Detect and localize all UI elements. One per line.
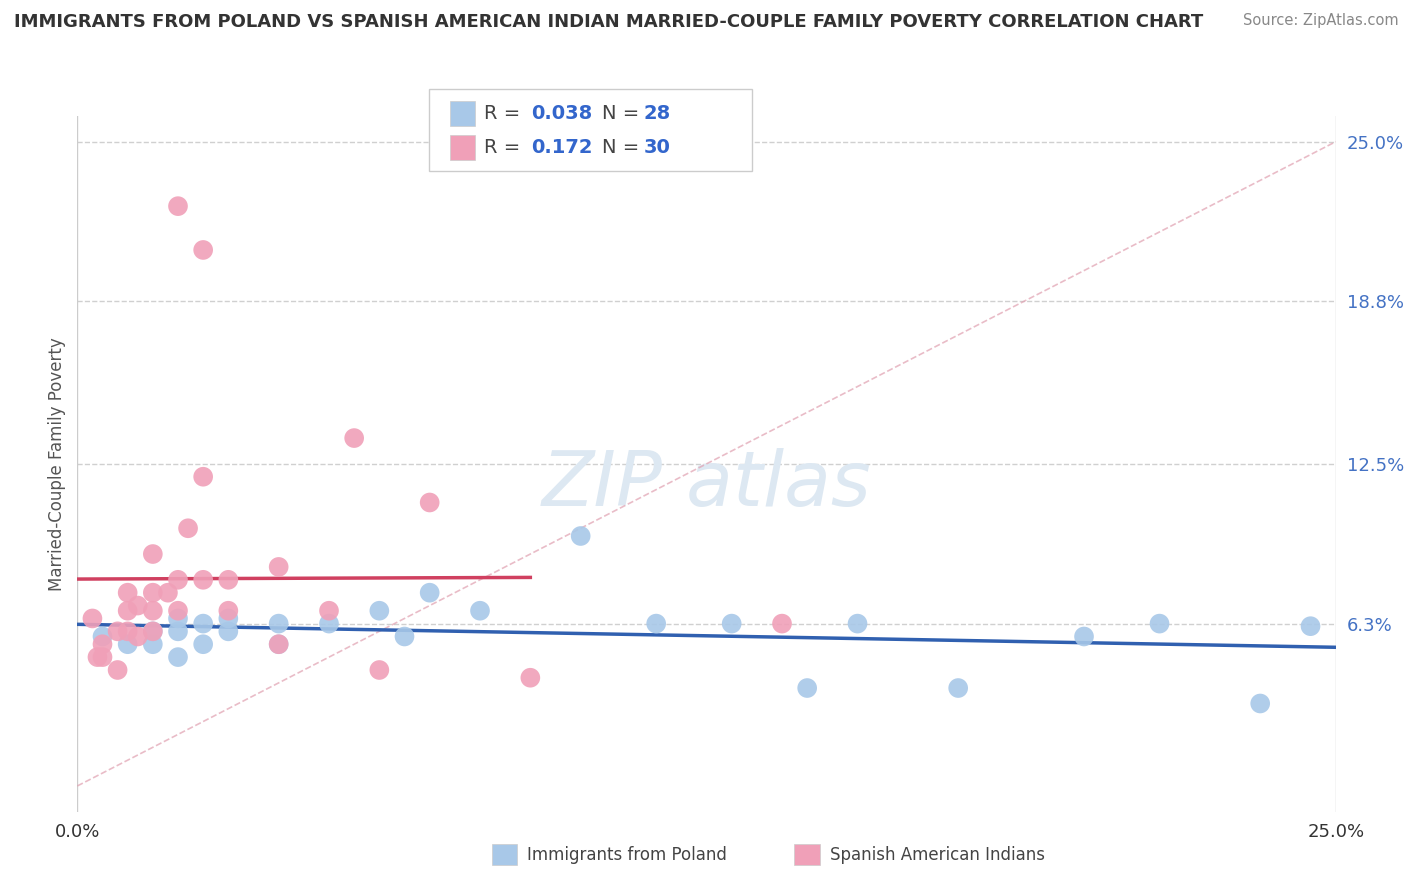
Point bbox=[191, 637, 215, 651]
Point bbox=[117, 585, 139, 599]
Point bbox=[142, 585, 165, 599]
Text: 0.172: 0.172 bbox=[531, 137, 593, 157]
Point bbox=[217, 604, 239, 618]
Point bbox=[177, 521, 200, 535]
Point bbox=[468, 604, 491, 618]
Point bbox=[1149, 616, 1171, 631]
Point bbox=[368, 663, 391, 677]
Point bbox=[519, 671, 541, 685]
Point bbox=[91, 650, 114, 665]
Point bbox=[217, 611, 239, 625]
Y-axis label: Married-Couple Family Poverty: Married-Couple Family Poverty bbox=[48, 337, 66, 591]
Point bbox=[142, 547, 165, 561]
Text: 0.038: 0.038 bbox=[531, 103, 593, 123]
Point bbox=[796, 681, 818, 695]
Point bbox=[167, 650, 190, 665]
Point bbox=[117, 624, 139, 639]
Point bbox=[167, 199, 190, 213]
Point bbox=[91, 630, 114, 644]
Point bbox=[107, 624, 129, 639]
Text: R =: R = bbox=[484, 137, 533, 157]
Point bbox=[267, 637, 290, 651]
Text: Immigrants from Poland: Immigrants from Poland bbox=[527, 846, 727, 863]
Point bbox=[318, 604, 340, 618]
Point bbox=[167, 624, 190, 639]
Text: N =: N = bbox=[602, 103, 645, 123]
Point bbox=[1249, 697, 1271, 711]
Point bbox=[86, 650, 108, 665]
Point bbox=[846, 616, 869, 631]
Point bbox=[156, 585, 179, 599]
Point bbox=[167, 604, 190, 618]
Point bbox=[107, 663, 129, 677]
Text: R =: R = bbox=[484, 103, 526, 123]
Point bbox=[267, 637, 290, 651]
Point bbox=[948, 681, 970, 695]
Point bbox=[318, 616, 340, 631]
Text: Spanish American Indians: Spanish American Indians bbox=[830, 846, 1045, 863]
Point bbox=[217, 624, 239, 639]
Point bbox=[167, 573, 190, 587]
Text: N =: N = bbox=[602, 137, 645, 157]
Point bbox=[569, 529, 592, 543]
Point bbox=[267, 616, 290, 631]
Point bbox=[217, 573, 239, 587]
Point bbox=[117, 604, 139, 618]
Point bbox=[167, 611, 190, 625]
Text: IMMIGRANTS FROM POLAND VS SPANISH AMERICAN INDIAN MARRIED-COUPLE FAMILY POVERTY : IMMIGRANTS FROM POLAND VS SPANISH AMERIC… bbox=[14, 13, 1204, 31]
Point bbox=[127, 599, 149, 613]
Point bbox=[91, 637, 114, 651]
Point bbox=[267, 560, 290, 574]
Point bbox=[1073, 630, 1095, 644]
Point bbox=[191, 616, 215, 631]
Point bbox=[142, 637, 165, 651]
Point bbox=[82, 611, 104, 625]
Point bbox=[191, 243, 215, 257]
Point bbox=[394, 630, 416, 644]
Point bbox=[770, 616, 793, 631]
Point bbox=[343, 431, 366, 445]
Point bbox=[645, 616, 668, 631]
Point bbox=[368, 604, 391, 618]
Point bbox=[720, 616, 742, 631]
Point bbox=[191, 469, 215, 483]
Text: 30: 30 bbox=[644, 137, 671, 157]
Point bbox=[191, 573, 215, 587]
Point bbox=[142, 624, 165, 639]
Text: ZIP atlas: ZIP atlas bbox=[541, 448, 872, 522]
Text: Source: ZipAtlas.com: Source: ZipAtlas.com bbox=[1243, 13, 1399, 29]
Point bbox=[117, 637, 139, 651]
Point bbox=[142, 604, 165, 618]
Point bbox=[127, 630, 149, 644]
Point bbox=[142, 624, 165, 639]
Text: 28: 28 bbox=[644, 103, 671, 123]
Point bbox=[419, 495, 441, 509]
Point bbox=[1299, 619, 1322, 633]
Point bbox=[419, 585, 441, 599]
